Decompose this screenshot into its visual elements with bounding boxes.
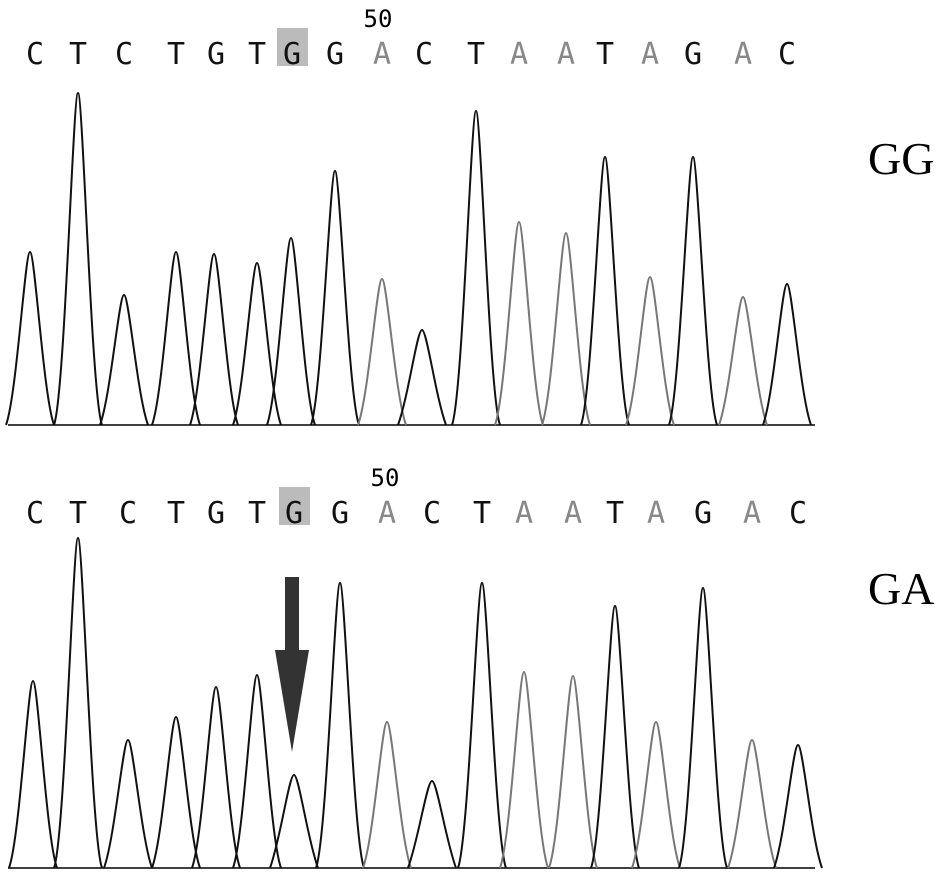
base-letter: T [69,496,87,531]
base-letter: G [684,37,702,72]
base-letter: C [423,496,441,531]
position-label: 50 [371,464,400,492]
trace-peak [5,250,55,426]
base-letter: A [373,37,391,72]
position-label: 50 [364,5,393,33]
trace-peak [315,581,365,869]
genotype-label: GA [868,563,934,614]
genotype-label: GG [868,133,934,184]
trace-peak [53,91,103,426]
base-letter: T [606,496,624,531]
base-letter: G [285,496,303,531]
base-letter: G [331,496,349,531]
trace-peak [407,779,457,869]
base-letter: C [119,496,137,531]
trace-peak [541,231,591,426]
trace-peak [232,261,282,426]
base-letter: T [167,37,185,72]
trace-peak [499,670,549,869]
trace-peak [269,773,319,869]
base-letter: A [378,496,396,531]
base-letter: G [207,37,225,72]
base-letter: A [647,496,665,531]
trace-peak [590,604,640,869]
trace-peak [357,277,407,426]
base-letter: C [789,496,807,531]
base-letter: T [69,37,87,72]
trace-peak [762,282,812,426]
trace-peak [189,252,239,426]
trace-peak [103,738,153,869]
trace-peak [631,720,681,869]
trace-peak [266,236,316,426]
trace-peak [53,536,103,869]
trace-peak [310,169,360,426]
base-letter: A [734,37,752,72]
trace-peak [773,743,823,869]
base-letter: T [248,496,266,531]
trace-peak [678,586,728,869]
trace-peak [494,220,544,426]
trace-peak [151,715,201,869]
trace-peak [151,250,201,426]
trace-peak [718,295,768,426]
base-letter: A [641,37,659,72]
base-letter: T [467,37,485,72]
highlight [277,28,308,66]
trace-peak [668,155,718,426]
base-letter: C [26,37,44,72]
trace-peak [580,155,630,426]
arrow [275,577,309,752]
base-letter: A [564,496,582,531]
trace-peak [457,581,507,869]
base-letter: G [326,37,344,72]
trace-peak [8,679,58,869]
base-letter: T [596,37,614,72]
base-letter: C [115,37,133,72]
trace-peak [232,673,282,869]
base-letter: C [26,496,44,531]
base-letter: A [743,496,761,531]
base-letter: A [515,496,533,531]
base-letter: G [694,496,712,531]
base-letter: A [510,37,528,72]
trace-peak [548,674,598,869]
base-letter: C [415,37,433,72]
trace-peak [397,328,447,426]
trace-peak [451,109,501,426]
base-letter: T [167,496,185,531]
base-letter: T [248,37,266,72]
trace-peak [362,720,412,869]
trace-peak [99,293,149,426]
base-letter: G [283,37,301,72]
base-letter: T [473,496,491,531]
trace-peak [191,685,241,869]
trace-peak [625,275,675,426]
trace-peak [727,738,777,869]
base-letter: G [207,496,225,531]
base-letter: A [557,37,575,72]
base-letter: C [778,37,796,72]
highlight [279,487,310,525]
